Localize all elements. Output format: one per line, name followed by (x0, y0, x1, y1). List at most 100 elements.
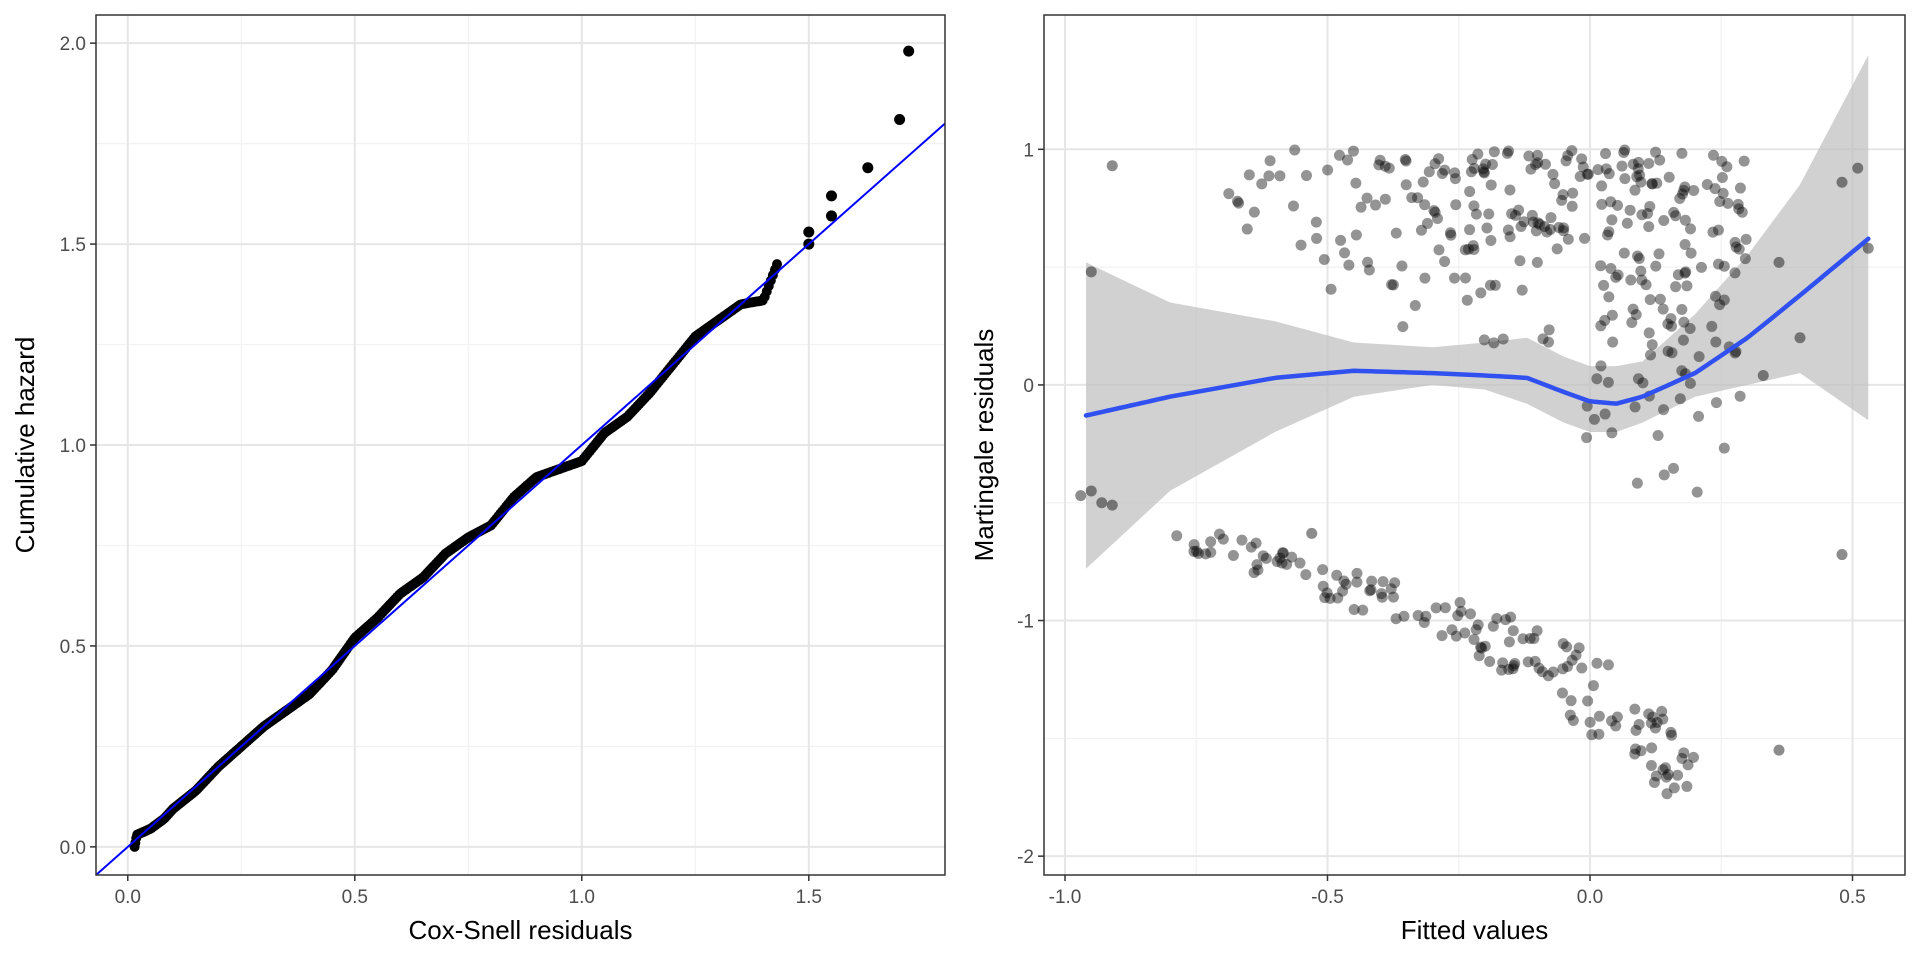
martingale-point (1351, 576, 1363, 588)
martingale-point (1679, 238, 1691, 250)
martingale-point (1619, 173, 1631, 185)
martingale-point (1412, 192, 1424, 204)
martingale-point (1524, 633, 1536, 645)
martingale-point (1373, 159, 1385, 171)
martingale-point (1504, 231, 1516, 243)
martingale-point (1631, 477, 1643, 489)
martingale-point (1598, 279, 1610, 291)
martingale-point (1557, 638, 1569, 650)
martingale-point (1477, 163, 1489, 175)
martingale-point (1473, 650, 1485, 662)
martingale-point (1250, 537, 1262, 549)
martingale-point (1635, 176, 1647, 188)
right-x-tick-label: 0.5 (1839, 887, 1865, 908)
martingale-point (1188, 545, 1200, 557)
martingale-point (1374, 154, 1386, 166)
martingale-point (1455, 605, 1467, 617)
martingale-point (1610, 720, 1622, 732)
martingale-point (1570, 649, 1582, 661)
martingale-point (1643, 221, 1655, 233)
martingale-point (1464, 608, 1476, 620)
martingale-point (1306, 527, 1318, 539)
martingale-point (1478, 167, 1490, 179)
left-y-axis-title: Cumulative hazard (10, 337, 40, 554)
martingale-point (1385, 583, 1397, 595)
tail-residual-point (825, 190, 837, 202)
martingale-point (1646, 178, 1658, 190)
martingale-point (1468, 244, 1480, 256)
reference-line-y-equals-x (95, 122, 946, 876)
martingale-point (1602, 229, 1614, 241)
martingale-point (1429, 206, 1441, 218)
martingale-point (1281, 558, 1293, 570)
martingale-point (1646, 742, 1658, 754)
martingale-point (1325, 283, 1337, 295)
martingale-point (1695, 261, 1707, 273)
martingale-point (1450, 630, 1462, 642)
left-x-tick-label: 0.5 (342, 887, 368, 908)
martingale-point (1647, 711, 1659, 723)
martingale-point (1595, 320, 1607, 332)
martingale-point (1629, 748, 1641, 760)
martingale-point (1668, 782, 1680, 794)
martingale-point (1430, 602, 1442, 614)
martingale-point (1491, 613, 1503, 625)
martingale-point (1627, 303, 1639, 315)
martingale-point (1489, 279, 1501, 291)
martingale-point (1619, 144, 1631, 156)
martingale-point (1591, 657, 1603, 669)
martingale-point (1678, 747, 1690, 759)
martingale-point (1289, 144, 1301, 156)
martingale-point (1348, 603, 1360, 615)
martingale-panel: -1.0 -0.5 0.0 0.5 -2 -1 0 1 Fitted values Marti… (969, 14, 1906, 945)
martingale-point (1662, 769, 1674, 781)
martingale-point (1340, 578, 1352, 590)
martingale-point (1636, 274, 1648, 286)
martingale-point (1423, 166, 1435, 178)
martingale-point (1448, 272, 1460, 284)
martingale-point (1645, 760, 1657, 772)
martingale-point (1439, 255, 1451, 267)
martingale-point (1106, 499, 1118, 511)
martingale-point (1487, 620, 1499, 632)
right-y-tick-label: -1 (1017, 612, 1034, 633)
martingale-point (1573, 642, 1585, 654)
martingale-point (1836, 176, 1848, 188)
martingale-point (1629, 184, 1641, 196)
martingale-point (1311, 232, 1323, 244)
martingale-point (1736, 206, 1748, 218)
martingale-point (1366, 575, 1378, 587)
martingale-point (1274, 552, 1286, 564)
left-marks (95, 45, 946, 876)
martingale-point (1650, 146, 1662, 158)
martingale-point (1454, 597, 1466, 609)
martingale-point (1363, 264, 1375, 276)
martingale-point (1468, 200, 1480, 212)
martingale-point (1630, 724, 1642, 736)
martingale-point (1660, 771, 1672, 783)
martingale-point (1595, 360, 1607, 372)
martingale-point (1096, 497, 1108, 509)
martingale-point (1503, 145, 1515, 157)
martingale-point (1593, 728, 1605, 740)
martingale-point (1665, 313, 1677, 325)
martingale-point (1836, 549, 1848, 561)
martingale-point (1680, 266, 1692, 278)
martingale-point (1718, 294, 1730, 306)
martingale-point (1459, 272, 1471, 284)
martingale-point (1532, 149, 1544, 161)
martingale-point (1621, 217, 1633, 229)
martingale-point (1547, 168, 1559, 180)
martingale-point (1475, 287, 1487, 299)
martingale-point (1310, 216, 1322, 228)
martingale-point (1379, 160, 1391, 172)
martingale-point (1522, 656, 1534, 668)
martingale-point (1355, 201, 1367, 213)
martingale-point (1582, 168, 1594, 180)
martingale-point (1276, 557, 1288, 569)
martingale-point (1205, 546, 1217, 558)
martingale-point (1429, 158, 1441, 170)
martingale-point (1722, 197, 1734, 209)
martingale-point (1533, 662, 1545, 674)
